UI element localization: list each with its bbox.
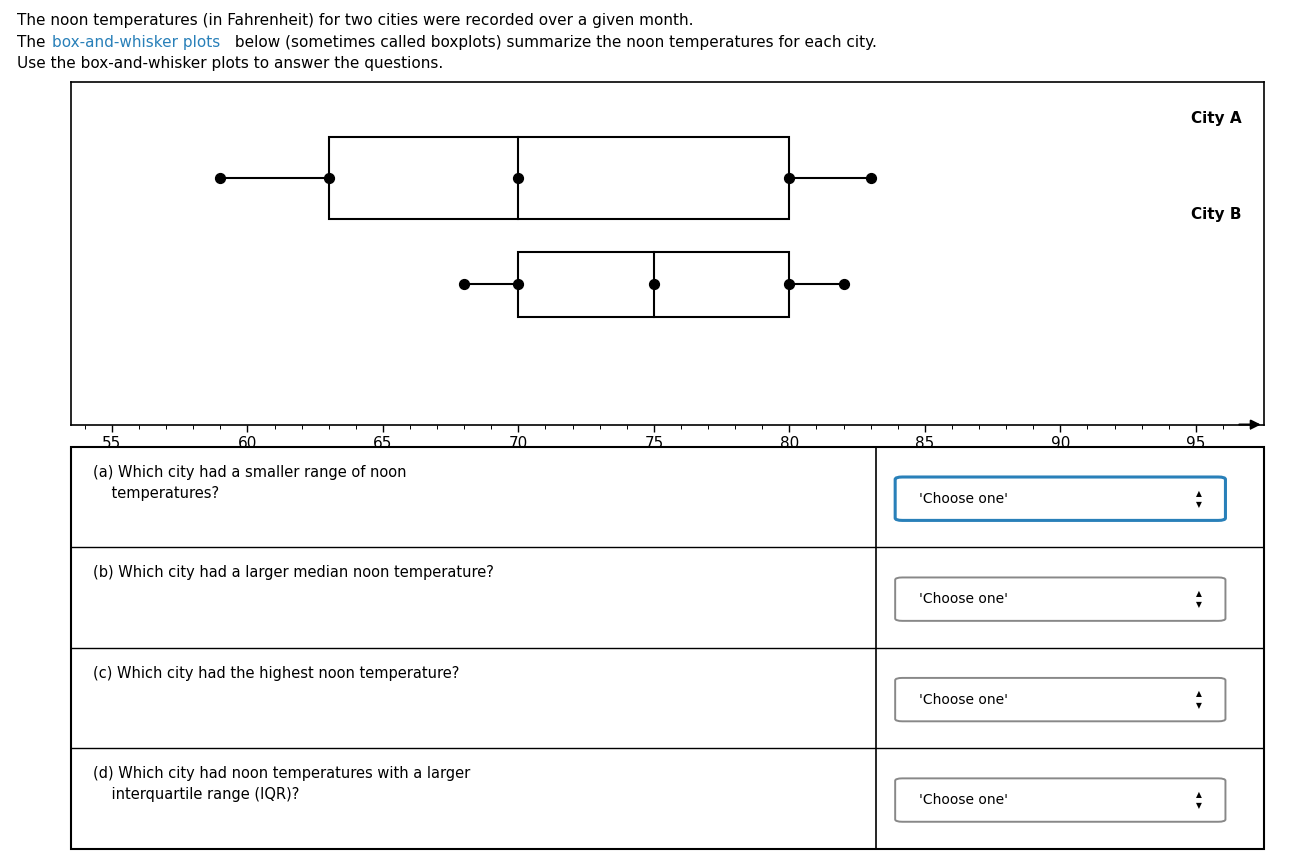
- FancyBboxPatch shape: [896, 678, 1226, 721]
- Text: 'Choose one': 'Choose one': [919, 793, 1008, 807]
- Text: 'Choose one': 'Choose one': [919, 592, 1008, 606]
- Text: ▼: ▼: [1196, 701, 1203, 710]
- Text: ▲: ▲: [1196, 589, 1203, 598]
- Bar: [329, 137, 789, 219]
- Point: [508, 277, 529, 291]
- Point: [508, 171, 529, 185]
- Text: City B: City B: [1191, 207, 1242, 222]
- Text: (d) Which city had noon temperatures with a larger
    interquartile range (IQR): (d) Which city had noon temperatures wit…: [93, 766, 470, 802]
- Text: City A: City A: [1191, 111, 1242, 126]
- Text: ▼: ▼: [1196, 600, 1203, 610]
- Text: ▲: ▲: [1196, 790, 1203, 799]
- Point: [454, 277, 474, 291]
- Text: (a) Which city had a smaller range of noon
    temperatures?: (a) Which city had a smaller range of no…: [93, 465, 406, 501]
- X-axis label: Noon temperature (in Fahrenheit): Noon temperature (in Fahrenheit): [508, 458, 827, 476]
- Point: [210, 171, 231, 185]
- Text: ▲: ▲: [1196, 689, 1203, 699]
- Point: [779, 277, 800, 291]
- Text: The noon temperatures (in Fahrenheit) for two cities were recorded over a given : The noon temperatures (in Fahrenheit) fo…: [17, 13, 693, 28]
- Point: [644, 277, 665, 291]
- Text: below (sometimes called boxplots) summarize the noon temperatures for each city.: below (sometimes called boxplots) summar…: [231, 35, 877, 49]
- Text: (b) Which city had a larger median noon temperature?: (b) Which city had a larger median noon …: [93, 565, 494, 580]
- Text: ▼: ▼: [1196, 801, 1203, 811]
- FancyBboxPatch shape: [896, 779, 1226, 822]
- Point: [779, 171, 800, 185]
- Point: [319, 171, 340, 185]
- Text: 'Choose one': 'Choose one': [919, 693, 1008, 707]
- FancyBboxPatch shape: [896, 477, 1226, 520]
- Text: ▼: ▼: [1196, 500, 1203, 509]
- FancyBboxPatch shape: [896, 578, 1226, 621]
- Text: 'Choose one': 'Choose one': [919, 492, 1008, 506]
- Bar: [518, 252, 789, 317]
- Text: The: The: [17, 35, 51, 49]
- Text: (c) Which city had the highest noon temperature?: (c) Which city had the highest noon temp…: [93, 666, 459, 681]
- Point: [861, 171, 881, 185]
- Text: Use the box-and-whisker plots to answer the questions.: Use the box-and-whisker plots to answer …: [17, 56, 443, 71]
- Text: ▲: ▲: [1196, 488, 1203, 498]
- Text: box-and-whisker plots: box-and-whisker plots: [52, 35, 220, 49]
- Point: [833, 277, 854, 291]
